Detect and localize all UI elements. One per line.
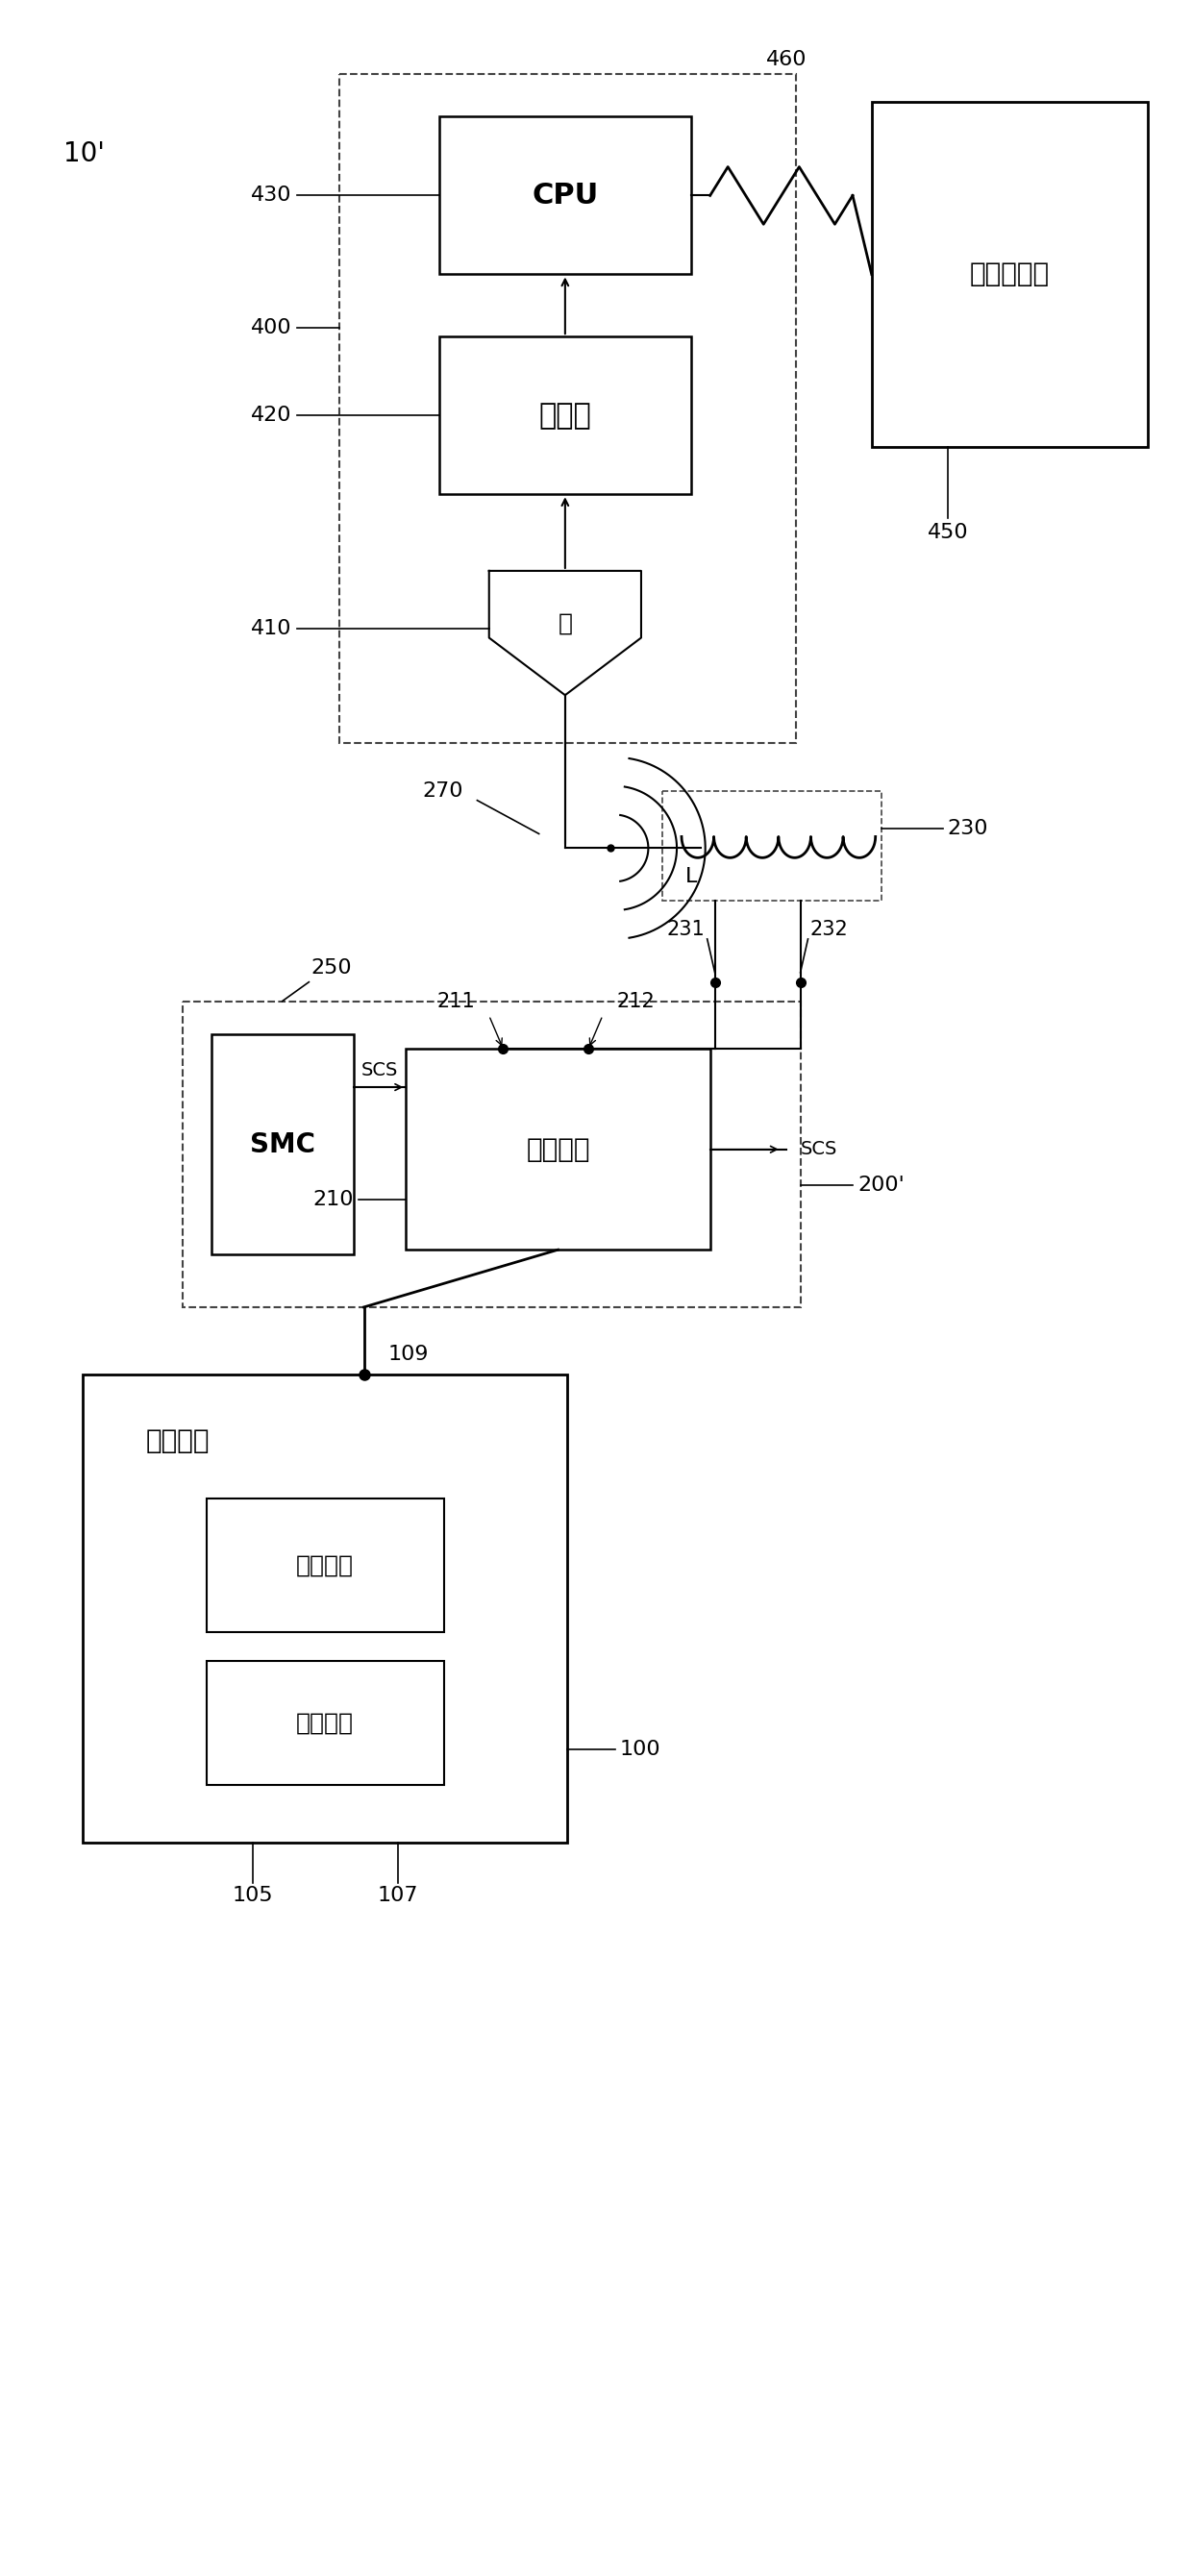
Text: SMC: SMC	[249, 1131, 315, 1159]
Text: 移动设备: 移动设备	[145, 1427, 210, 1455]
Text: 230: 230	[948, 819, 988, 840]
Text: 270: 270	[422, 781, 462, 801]
FancyBboxPatch shape	[340, 75, 795, 742]
Text: 107: 107	[378, 1886, 418, 1904]
Text: SCS: SCS	[361, 1061, 398, 1079]
FancyBboxPatch shape	[439, 337, 691, 495]
Text: 400: 400	[250, 319, 292, 337]
Text: 开关电路: 开关电路	[526, 1136, 590, 1162]
Text: 420: 420	[252, 407, 292, 425]
Text: 105: 105	[232, 1886, 273, 1904]
FancyBboxPatch shape	[439, 116, 691, 276]
Text: 410: 410	[252, 618, 292, 639]
Text: 錢包应用: 錢包应用	[297, 1553, 354, 1577]
Text: 100: 100	[620, 1739, 660, 1759]
Text: 210: 210	[312, 1190, 354, 1208]
Text: 交易处理器: 交易处理器	[969, 260, 1049, 289]
Text: 430: 430	[252, 185, 292, 206]
Text: 米: 米	[558, 611, 572, 634]
FancyBboxPatch shape	[182, 1002, 800, 1306]
FancyBboxPatch shape	[82, 1373, 567, 1842]
Text: CPU: CPU	[532, 180, 598, 209]
FancyBboxPatch shape	[871, 103, 1148, 446]
FancyBboxPatch shape	[663, 791, 881, 902]
Text: L: L	[685, 868, 697, 886]
Text: 109: 109	[387, 1345, 428, 1363]
Text: SCS: SCS	[800, 1141, 837, 1159]
Text: 232: 232	[809, 920, 848, 940]
FancyBboxPatch shape	[211, 1036, 354, 1255]
Polygon shape	[489, 572, 641, 696]
FancyBboxPatch shape	[406, 1048, 710, 1249]
Text: 支付图标: 支付图标	[297, 1710, 354, 1734]
FancyBboxPatch shape	[206, 1662, 443, 1785]
Text: 200': 200'	[857, 1175, 905, 1195]
Text: 250: 250	[311, 958, 352, 976]
Text: 212: 212	[617, 992, 656, 1010]
Text: 231: 231	[668, 920, 706, 940]
Text: 解码器: 解码器	[539, 402, 591, 430]
Text: 211: 211	[436, 992, 474, 1010]
Text: 450: 450	[927, 523, 968, 541]
Text: 10': 10'	[63, 142, 105, 167]
Text: 460: 460	[765, 49, 807, 70]
FancyBboxPatch shape	[206, 1499, 443, 1633]
